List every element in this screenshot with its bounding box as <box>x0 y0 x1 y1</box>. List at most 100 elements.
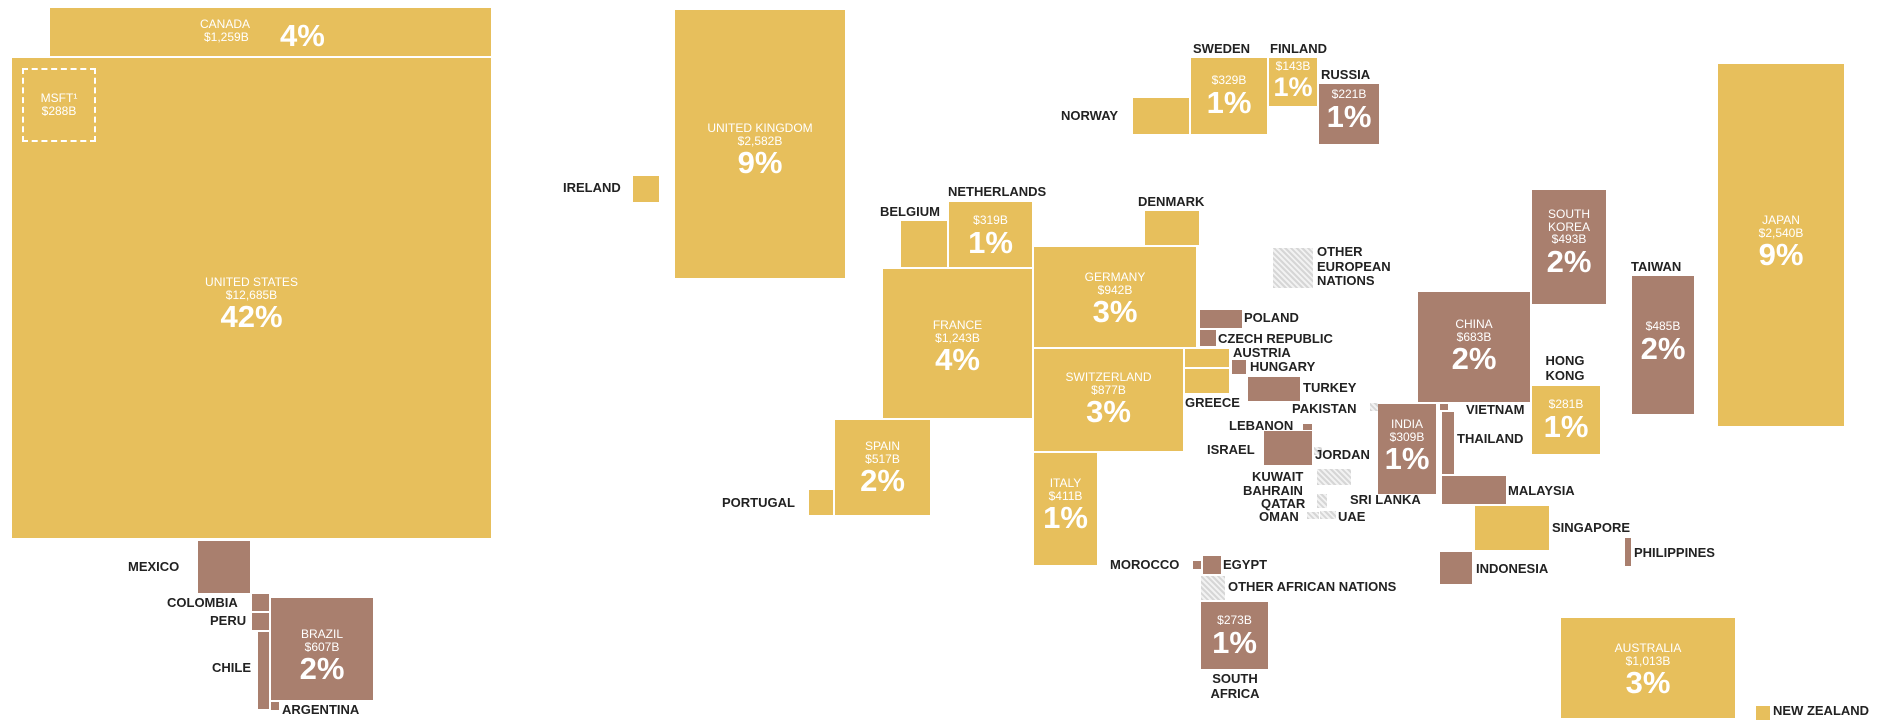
united-states-value: $12,685B <box>225 287 278 302</box>
country-morocco <box>1193 561 1201 569</box>
country-austria <box>1185 349 1229 367</box>
colombia-label: COLOMBIA <box>167 595 238 610</box>
south-korea-pct: 2% <box>1546 243 1592 279</box>
australia-value: $1,013B <box>1625 653 1671 668</box>
austria-label: AUSTRIA <box>1233 345 1291 360</box>
denmark-label: DENMARK <box>1138 194 1205 209</box>
india-name: INDIA <box>1390 417 1423 431</box>
china-name: CHINA <box>1455 317 1493 331</box>
turkey-label: TURKEY <box>1303 380 1357 395</box>
taiwan-value: $485B <box>1645 319 1681 333</box>
country-russia: $221B 1% <box>1319 84 1379 144</box>
qatar-label: QATAR <box>1261 496 1306 511</box>
country-japan: JAPAN $2,540B 9% <box>1718 64 1844 426</box>
country-sweden: $329B 1% <box>1191 58 1267 134</box>
netherlands-label: NETHERLANDS <box>948 184 1047 199</box>
country-qatar <box>1317 494 1327 508</box>
country-india: INDIA $309B 1% <box>1378 404 1436 494</box>
hungary-label: HUNGARY <box>1250 359 1316 374</box>
australia-pct: 3% <box>1625 665 1671 701</box>
sweden-value: $329B <box>1211 73 1247 87</box>
peru-label: PERU <box>210 613 247 628</box>
france-name: FRANCE <box>932 318 983 332</box>
morocco-label: MOROCCO <box>1110 557 1180 572</box>
country-norway <box>1133 98 1189 134</box>
brazil-pct: 2% <box>299 651 345 687</box>
philippines-label: PHILIPPINES <box>1634 545 1715 560</box>
msft-name: MSFT¹ <box>40 91 78 105</box>
vietnam-label: VIETNAM <box>1466 402 1525 417</box>
argentina-label: ARGENTINA <box>282 702 360 717</box>
country-belgium <box>901 221 947 267</box>
country-argentina <box>271 702 279 710</box>
uae-label: UAE <box>1338 509 1366 524</box>
country-united-kingdom: UNITED KINGDOM $2,582B 9% <box>675 10 845 278</box>
taiwan-label: TAIWAN <box>1631 259 1682 274</box>
country-ireland <box>633 176 659 202</box>
united-kingdom-value: $2,582B <box>737 133 783 148</box>
canada-pct: 4% <box>280 18 325 53</box>
country-greece <box>1185 369 1229 393</box>
country-italy: ITALY $411B 1% <box>1034 453 1097 565</box>
indonesia-label: INDONESIA <box>1476 561 1549 576</box>
united-kingdom-pct: 9% <box>737 145 783 181</box>
czech-label: CZECH REPUBLIC <box>1218 331 1333 346</box>
italy-value: $411B <box>1048 488 1083 503</box>
japan-value: $2,540B <box>1758 225 1804 240</box>
country-turkey <box>1248 377 1300 401</box>
switzerland-value: $877B <box>1091 382 1126 397</box>
region-other-african-nations <box>1201 576 1225 600</box>
malaysia-label: MALAYSIA <box>1508 483 1575 498</box>
poland-label: POLAND <box>1244 310 1299 325</box>
country-united-states: MSFT¹ $288B UNITED STATES $12,685B 42% <box>12 58 491 538</box>
lebanon-label: LEBANON <box>1229 418 1294 433</box>
france-pct: 4% <box>935 342 980 378</box>
taiwan-pct: 2% <box>1640 330 1686 366</box>
india-value: $309B <box>1389 429 1425 444</box>
united-states-name: UNITED STATES <box>205 275 298 289</box>
thailand-label: THAILAND <box>1457 431 1524 446</box>
country-colombia <box>252 594 269 611</box>
country-indonesia <box>1440 552 1472 584</box>
south-africa-value: $273B <box>1217 613 1252 627</box>
russia-pct: 1% <box>1326 98 1372 134</box>
chile-label: CHILE <box>212 660 251 675</box>
country-switzerland: SWITZERLAND $877B 3% <box>1034 349 1183 451</box>
spain-pct: 2% <box>860 463 905 499</box>
country-lebanon <box>1303 424 1312 430</box>
country-taiwan: $485B 2% <box>1632 276 1694 414</box>
india-pct: 1% <box>1384 441 1430 477</box>
south-korea-name: SOUTH KOREA <box>1547 207 1590 234</box>
country-peru <box>252 613 269 630</box>
finland-value: $143B <box>1275 59 1311 73</box>
country-south-korea: SOUTH KOREA $493B 2% <box>1532 190 1606 304</box>
sri-lanka-label: SRI LANKA <box>1350 492 1421 507</box>
country-australia: AUSTRALIA $1,013B 3% <box>1561 618 1735 718</box>
norway-label: NORWAY <box>1061 108 1119 123</box>
portugal-label: PORTUGAL <box>722 495 795 510</box>
country-egypt <box>1203 556 1221 574</box>
russia-label: RUSSIA <box>1321 67 1371 82</box>
united-kingdom-name: UNITED KINGDOM <box>707 121 813 135</box>
finland-pct: 1% <box>1273 71 1313 102</box>
singapore-label: SINGAPORE <box>1552 520 1631 535</box>
brazil-name: BRAZIL <box>300 627 343 641</box>
germany-value: $942B <box>1097 282 1133 297</box>
hong-kong-value: $281B <box>1548 397 1584 411</box>
country-singapore <box>1475 506 1549 550</box>
country-pakistan <box>1370 403 1378 411</box>
italy-pct: 1% <box>1043 500 1088 536</box>
united-states-pct: 42% <box>220 299 283 335</box>
spain-name: SPAIN <box>864 439 901 453</box>
region-other-european-nations <box>1273 248 1313 288</box>
country-malaysia <box>1442 476 1506 504</box>
country-hungary <box>1232 360 1246 374</box>
canada-value: $1,259B <box>204 30 249 44</box>
hong-kong-pct: 1% <box>1543 408 1589 444</box>
new-zealand-label: NEW ZEALAND <box>1773 703 1870 718</box>
country-portugal <box>809 490 833 515</box>
country-poland <box>1200 310 1242 328</box>
south-africa-pct: 1% <box>1212 624 1257 660</box>
country-thailand <box>1442 412 1454 474</box>
country-spain: SPAIN $517B 2% <box>835 420 930 515</box>
